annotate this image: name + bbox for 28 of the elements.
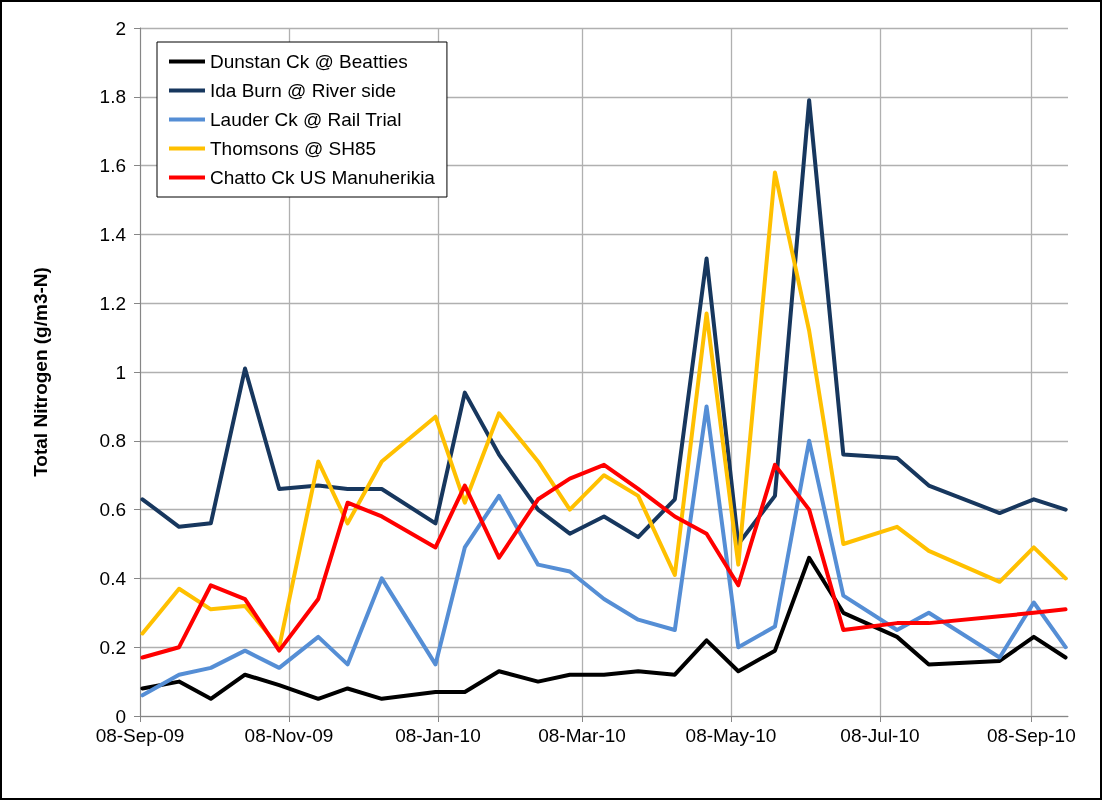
y-tick-label: 0.8 xyxy=(99,430,126,452)
y-axis-title: Total Nitrogen (g/m3-N) xyxy=(30,267,51,477)
line-series xyxy=(140,170,1068,650)
x-tick-label: 08-Jul-10 xyxy=(840,725,920,746)
y-tick-label: 0.4 xyxy=(99,567,127,589)
x-tick-label: 08-Sep-10 xyxy=(987,725,1076,746)
y-tick-label: 0.6 xyxy=(99,499,126,521)
y-tick-label: 1.8 xyxy=(99,86,126,108)
y-tick-label: 1 xyxy=(115,361,126,383)
legend-label: Dunstan Ck @ Beatties xyxy=(210,51,408,72)
line-series xyxy=(140,462,1068,660)
legend-label: Thomsons @ SH85 xyxy=(210,138,377,159)
x-tick-label: 08-Mar-10 xyxy=(538,725,626,746)
y-tick-label: 0 xyxy=(115,705,126,727)
x-tick-label: 08-Nov-09 xyxy=(244,725,334,746)
line-series xyxy=(140,404,1068,698)
y-tick-label: 1.4 xyxy=(99,223,127,245)
legend-label: Chatto Ck US Manuherikia xyxy=(210,167,436,188)
legend-label: Lauder Ck @ Rail Trial xyxy=(210,109,402,130)
y-tick-label: 1.2 xyxy=(99,292,126,314)
y-tick-label: 2 xyxy=(115,17,126,39)
y-tick-label: 0.2 xyxy=(99,636,126,658)
x-tick-label: 08-Sep-09 xyxy=(95,725,185,746)
x-tick-label: 08-Jan-10 xyxy=(395,725,481,746)
y-tick-label: 1.6 xyxy=(99,155,126,177)
x-tick-label: 08-May-10 xyxy=(685,725,777,746)
line-series xyxy=(140,555,1068,701)
legend-label: Ida Burn @ River side xyxy=(210,80,397,101)
